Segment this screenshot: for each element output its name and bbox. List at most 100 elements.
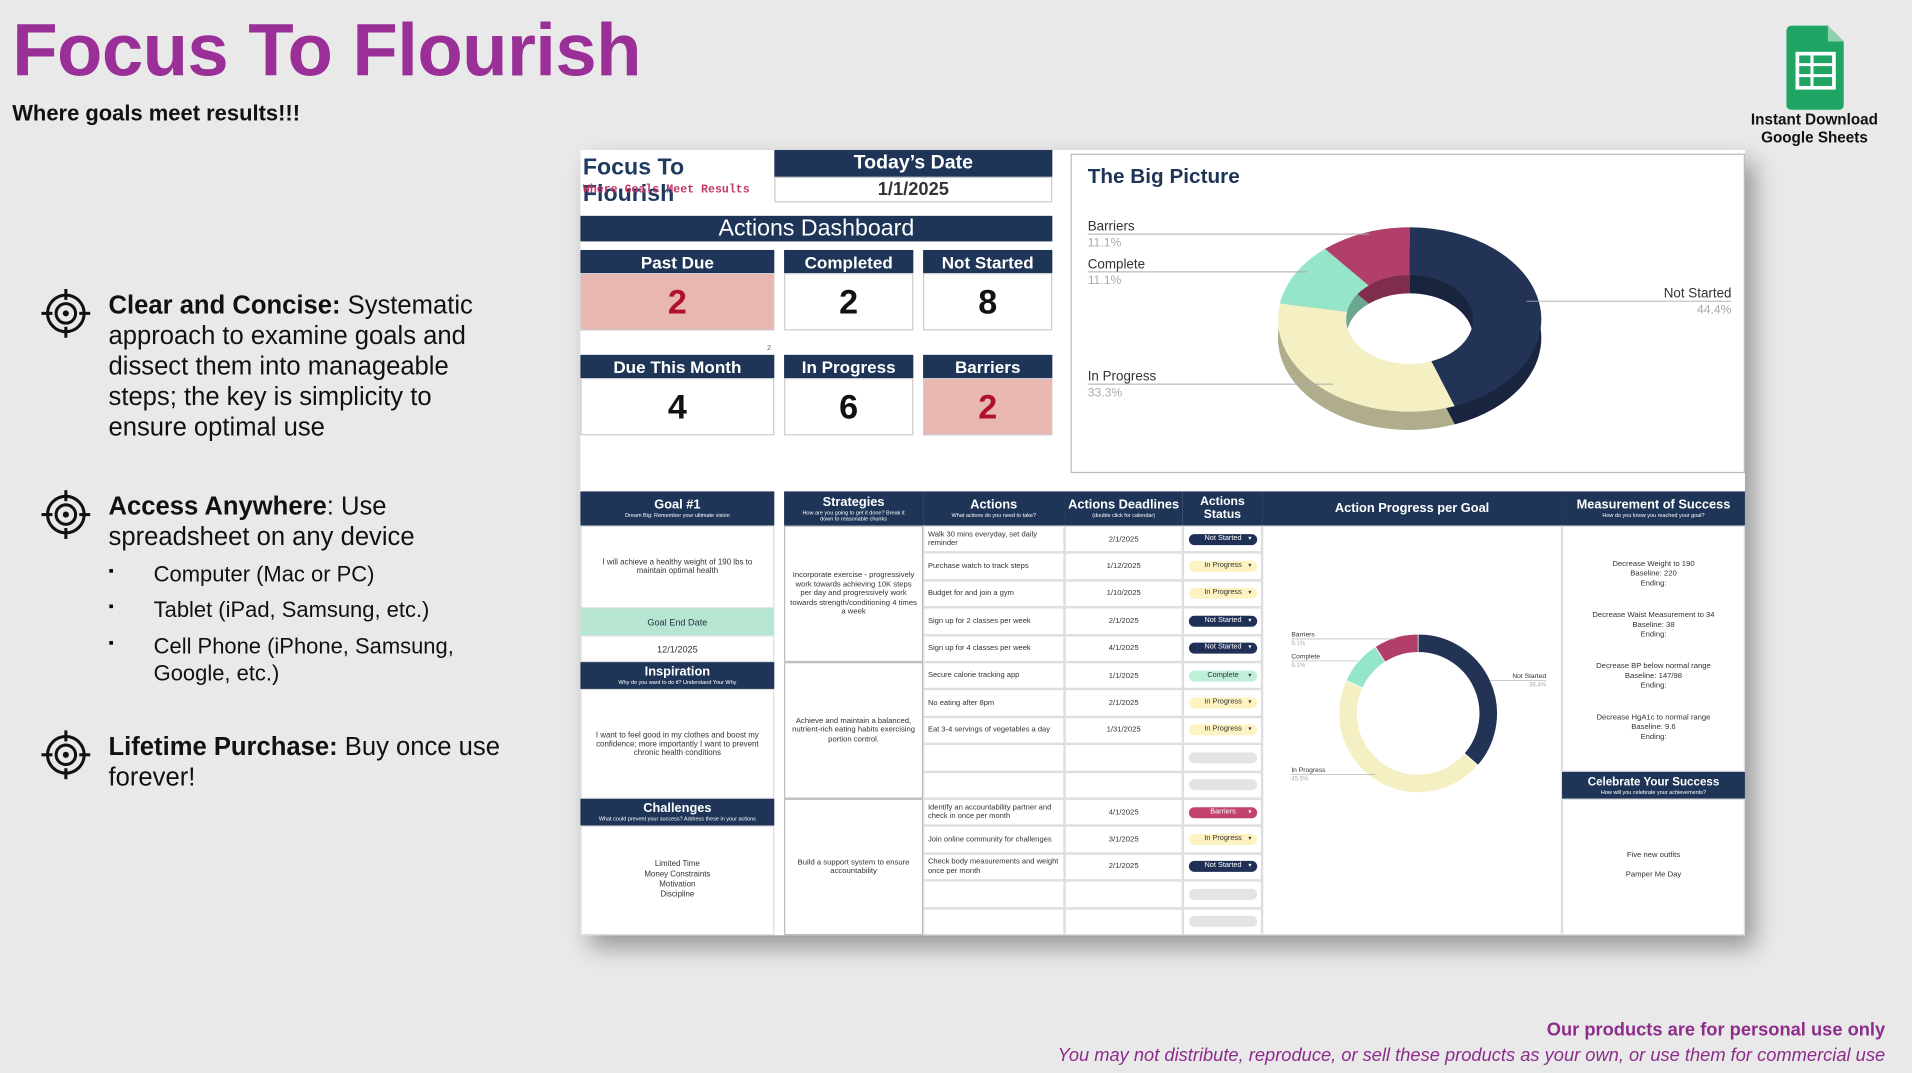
deadline-cell: 2/1/2025 xyxy=(1064,853,1183,881)
card-label: In Progress xyxy=(784,354,914,379)
measure-line: Baseline: 38 xyxy=(1632,620,1675,630)
target-ring xyxy=(46,494,86,535)
status-caret: ▾ xyxy=(1248,835,1252,843)
measure-area xyxy=(1562,525,1745,772)
card-value: 2 xyxy=(784,273,914,331)
deadline-cell: 1/12/2025 xyxy=(1064,552,1183,581)
action-cell: Eat 3-4 servings of vegetables a day xyxy=(923,716,1065,745)
action-cell: Check body measurements and weight once … xyxy=(923,853,1065,881)
deadline-cell: 4/1/2025 xyxy=(1064,798,1183,827)
action-cell: No eating after 8pm xyxy=(923,689,1065,717)
date-value: 1/1/2025 xyxy=(774,176,1053,203)
status-cell xyxy=(1182,853,1263,881)
sheets-fold xyxy=(1827,25,1844,42)
target-dot xyxy=(62,751,69,758)
status-caret: ▾ xyxy=(1248,671,1252,679)
action-cell: Purchase watch to track steps xyxy=(923,552,1065,581)
target-ring xyxy=(46,734,86,775)
col-header: Actions What actions do you need to take? xyxy=(923,491,1065,526)
col-title: Actions xyxy=(970,497,1018,513)
inspiration-title: Inspiration xyxy=(644,664,711,680)
measure-line: Ending: xyxy=(1640,732,1667,742)
date-label: Today’s Date xyxy=(774,149,1053,177)
status-pill xyxy=(1188,751,1258,763)
measure-line: Ending: xyxy=(1640,681,1667,691)
col-title: Actions Status xyxy=(1200,495,1245,522)
feature-text: Clear and Concise: Systematic approach t… xyxy=(109,290,511,442)
measure-line: Baseline: 220 xyxy=(1630,569,1677,579)
feature-text: Access Anywhere: Use spreadsheet on any … xyxy=(109,491,511,552)
measure-block: Decrease HgA1c to normal range Baseline: … xyxy=(1562,710,1745,747)
status-pill: In Progress ▾ xyxy=(1188,724,1258,736)
status-caret: ▾ xyxy=(1248,643,1252,652)
challenges-sub: What could prevent your success? Address… xyxy=(598,815,756,822)
stray-note: 2 xyxy=(766,345,772,353)
goal-end-label: Goal End Date xyxy=(580,608,775,636)
target-ring xyxy=(54,503,78,526)
status-pill: In Progress ▾ xyxy=(1188,697,1258,709)
deadline-cell xyxy=(1064,880,1183,908)
action-cell: Sign up for 4 classes per week xyxy=(923,634,1065,663)
col-header: Goal #1 Dream Big: Remember your ultimate… xyxy=(580,491,775,526)
status-cell xyxy=(1182,907,1263,936)
challenges-header: Challenges What could prevent your succes… xyxy=(580,798,775,826)
status-cell xyxy=(1182,798,1263,827)
card-value: 6 xyxy=(784,378,914,436)
strategy-text: Achieve and maintain a balanced, nutrien… xyxy=(784,662,924,799)
status-caret: ▾ xyxy=(1248,534,1252,543)
feature-body: : Use spreadsheet on any device xyxy=(108,492,415,552)
status-caret: ▾ xyxy=(1248,725,1252,734)
deadline-cell: 2/1/2025 xyxy=(1064,607,1183,635)
feature-text: Lifetime Purchase: Buy once use forever! xyxy=(109,732,511,793)
status-pill: Not Started ▾ xyxy=(1188,861,1258,873)
status-caret: ▾ xyxy=(1248,862,1252,870)
measure-line: Decrease BP below normal range xyxy=(1596,662,1711,672)
measure-line: Baseline: 9.6 xyxy=(1631,723,1676,732)
col-sub: How do you know you reached your goal? xyxy=(1602,512,1705,519)
col-header: Measurement of Success How do you know yo… xyxy=(1562,491,1745,526)
goal-text: I will achieve a healthy weight of 190 l… xyxy=(580,525,775,609)
status-cell xyxy=(1182,826,1263,854)
status-pill: Not Started ▾ xyxy=(1188,642,1258,654)
status-cell xyxy=(1182,607,1263,635)
target-dot xyxy=(62,511,69,518)
target-ring xyxy=(54,302,78,325)
action-cell: Walk 30 mins everyday, set daily reminde… xyxy=(923,525,1065,553)
card-label: Due This Month xyxy=(580,354,775,379)
action-cell: Sign up for 2 classes per week xyxy=(923,607,1065,635)
big-picture-box xyxy=(1070,153,1745,474)
status-caret: ▾ xyxy=(1248,562,1252,570)
target-dot xyxy=(62,310,69,317)
status-cell xyxy=(1182,689,1263,717)
deadline-cell xyxy=(1064,907,1183,936)
measure-block: Decrease Weight to 190 Baseline: 220 Endin… xyxy=(1562,556,1745,593)
measure-line: Ending: xyxy=(1640,579,1667,588)
deadline-cell: 2/1/2025 xyxy=(1064,689,1183,717)
deadline-cell xyxy=(1064,771,1183,799)
status-pill: In Progress ▾ xyxy=(1188,560,1258,572)
col-header: Actions Deadlines (double click for calen… xyxy=(1064,491,1183,526)
sheet-panel xyxy=(580,149,1745,936)
action-cell: Secure calorie tracking app xyxy=(923,662,1065,690)
bullet-text: Tablet (iPad, Samsung, etc.) xyxy=(153,597,430,622)
status-pill: Not Started ▾ xyxy=(1188,533,1258,545)
bullet-text: Computer (Mac or PC) xyxy=(153,562,375,587)
status-caret: ▾ xyxy=(1248,698,1252,706)
challenges-list: Limited Time Money Constraints Motivation D… xyxy=(580,825,775,936)
deadline-cell: 4/1/2025 xyxy=(1064,634,1183,663)
measure-block: Decrease Waist Measurement to 34 Baseline… xyxy=(1562,607,1745,644)
sheets-doc xyxy=(1786,25,1844,110)
card-label: Completed xyxy=(784,249,914,274)
action-cell: Join online community for challenges xyxy=(923,826,1065,854)
col-title: Actions Deadlines xyxy=(1068,497,1180,513)
progress-area xyxy=(1262,525,1563,936)
measure-line: Decrease HgA1c to normal range xyxy=(1596,713,1711,723)
deadline-cell: 3/1/2025 xyxy=(1064,826,1183,854)
sheet-brand: Focus To Flourish xyxy=(582,154,685,208)
deadline-cell: 1/1/2025 xyxy=(1064,662,1183,690)
footer-notice: Our products are for personal use only xyxy=(1546,1019,1886,1041)
action-cell xyxy=(923,880,1065,908)
feature-bold: Access Anywhere xyxy=(108,492,327,521)
measure-block: Decrease BP below normal range Baseline: … xyxy=(1562,658,1745,695)
status-cell xyxy=(1182,525,1263,553)
